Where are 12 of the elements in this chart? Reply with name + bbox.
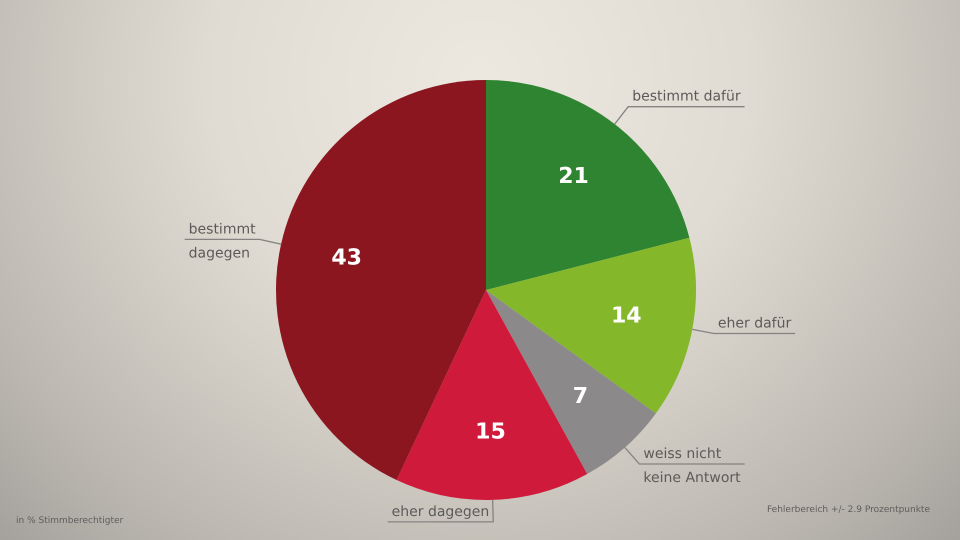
slice-label: eher dagegen (392, 504, 490, 520)
slice-label: bestimmt dafür (632, 88, 741, 105)
data-label: 7 (572, 384, 588, 409)
data-label: 21 (558, 164, 589, 189)
data-label: 14 (610, 303, 642, 328)
slice-label: eher dafür (718, 315, 792, 332)
slice-label: bestimmt dagegen (188, 221, 256, 262)
text: in % Stimmberechtigter (16, 516, 124, 526)
slice-label: weiss nicht keine Antwort (643, 446, 742, 486)
text: Fehlerbereich +/- 2.9 Prozentpunkte (767, 505, 930, 515)
data-label: 43 (331, 246, 362, 271)
data-label: 15 (475, 419, 506, 444)
